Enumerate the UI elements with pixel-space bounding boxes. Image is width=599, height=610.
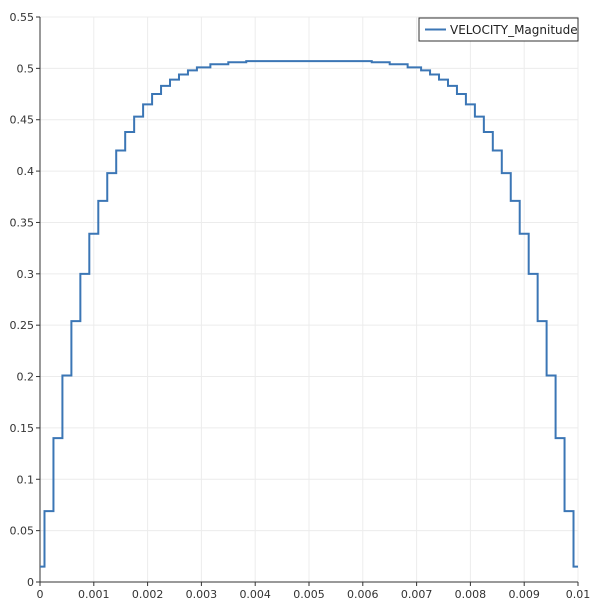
legend-box [418, 17, 579, 42]
y-tick-label: 0.1 [17, 473, 35, 486]
y-tick-label: 0.2 [17, 371, 35, 384]
y-tick-label: 0.25 [10, 319, 35, 332]
series-line-velocity-magnitude [40, 60, 578, 568]
axes [36, 16, 579, 586]
y-tick-label: 0.35 [10, 216, 35, 229]
y-tick-label: 0.4 [17, 165, 35, 178]
x-tick-label: 0.007 [401, 588, 433, 601]
x-tick-label: 0.006 [347, 588, 379, 601]
x-tick-label: 0.002 [132, 588, 164, 601]
y-tick-label: 0.05 [10, 525, 35, 538]
y-tick-label: 0.5 [17, 62, 35, 75]
y-tick-label: 0 [27, 576, 34, 589]
y-tick-label: 0.3 [17, 268, 35, 281]
x-tick-label: 0 [37, 588, 44, 601]
y-tick-label: 0.15 [10, 422, 35, 435]
x-tick-label: 0.003 [186, 588, 218, 601]
x-tick-label: 0.008 [455, 588, 487, 601]
series-lines [40, 60, 578, 568]
y-tick-label: 0.45 [10, 114, 35, 127]
y-tick-label: 0.55 [10, 11, 35, 24]
grid [39, 16, 579, 583]
x-tick-label: 0.009 [508, 588, 540, 601]
tick-labels: 0 0.001 0.002 0.003 0.004 0.005 0.006 0.007 0.00… [10, 11, 591, 601]
x-tick-label: 0.01 [566, 588, 591, 601]
legend: VELOCITY_Magnitude [418, 17, 579, 42]
legend-label: VELOCITY_Magnitude [450, 23, 578, 37]
x-tick-label: 0.001 [78, 588, 110, 601]
x-tick-label: 0.005 [293, 588, 325, 601]
x-tick-label: 0.004 [239, 588, 271, 601]
